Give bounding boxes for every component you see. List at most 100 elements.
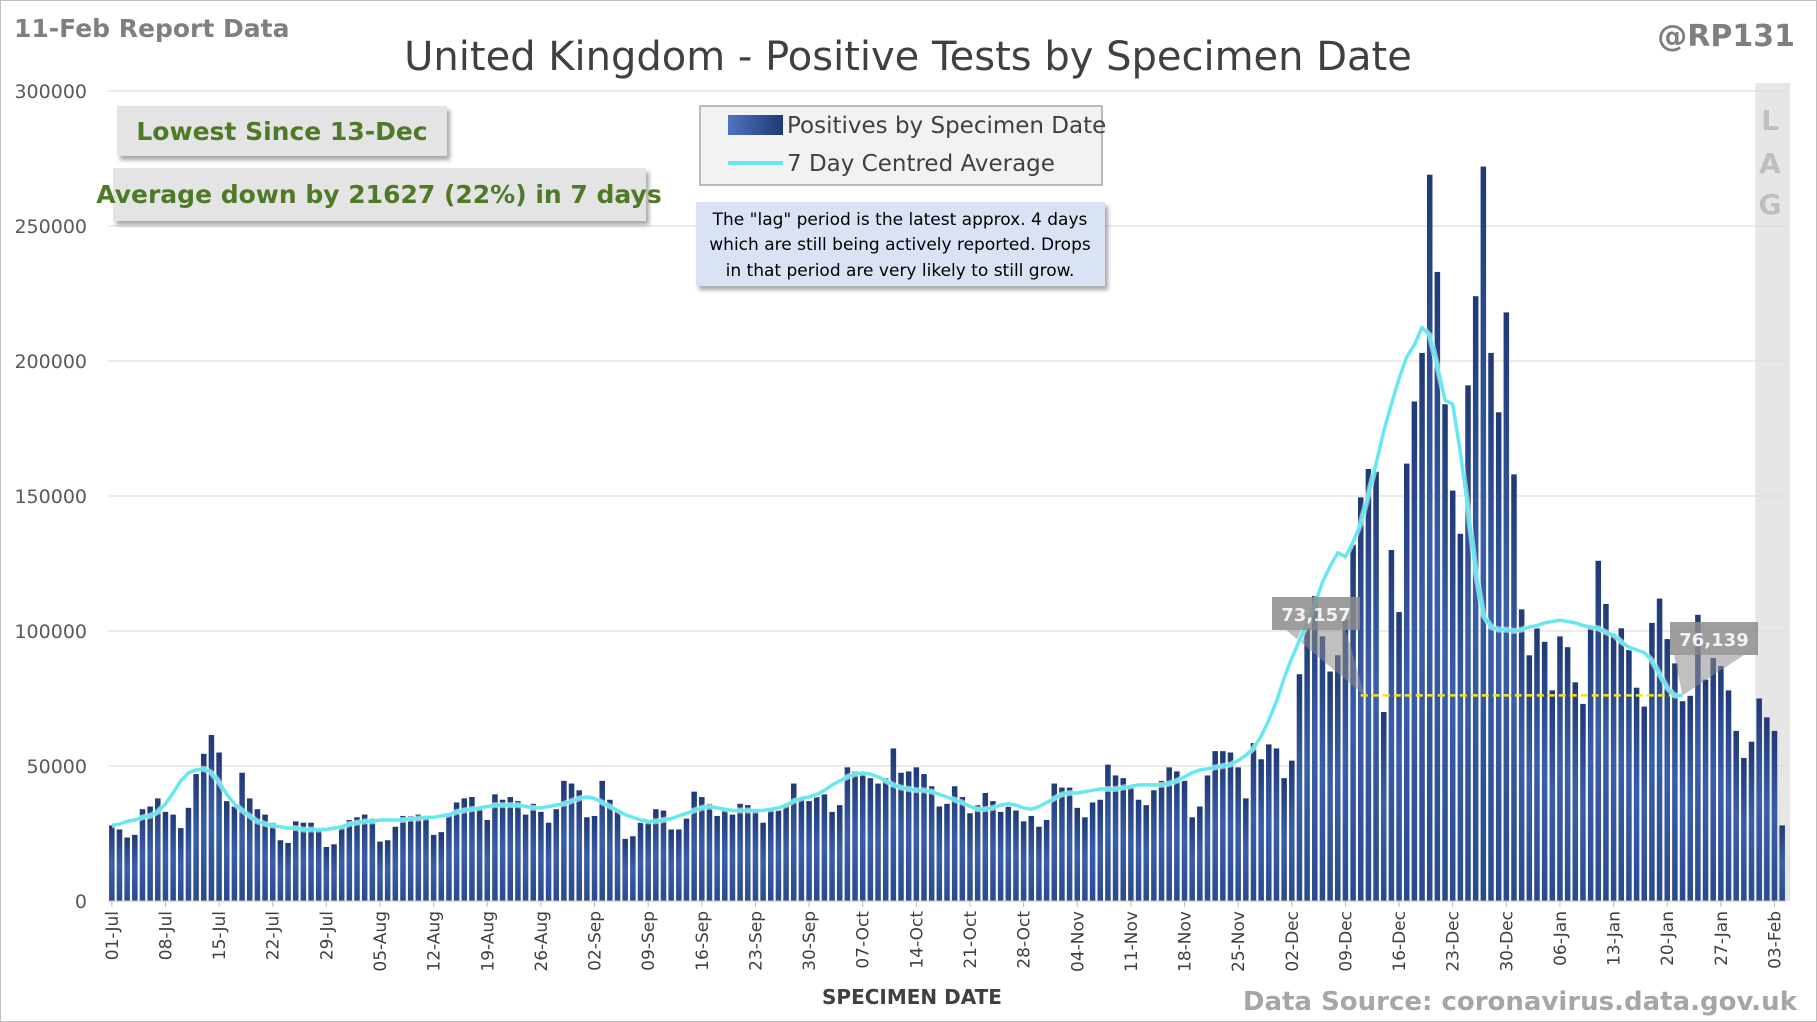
bar [285,842,291,901]
bar [1419,352,1425,901]
bar [1434,271,1441,901]
bar [568,783,575,901]
bar [775,810,782,901]
bar [1411,401,1418,901]
x-tick-label: 14-Oct [907,911,927,969]
bar [1511,474,1517,901]
bar [622,838,628,901]
bar [852,771,858,901]
bar [714,815,720,901]
y-axis: 0 50000 100000 150000 200000 250000 300000 [14,81,87,913]
bar [1342,620,1349,901]
bar [1143,805,1149,901]
bar [1725,690,1732,901]
bar [1304,628,1310,901]
bar [1403,463,1410,901]
bar [1741,757,1747,901]
y-tick-label: 100000 [14,621,87,643]
bar [515,801,521,901]
bar [499,799,506,901]
y-tick-label: 250000 [14,216,87,238]
bar [1779,825,1785,901]
lowest-since-callout: Lowest Since 13-Dec [117,106,447,156]
bar [1718,666,1724,901]
bar [315,828,322,901]
bar [1227,752,1234,901]
bar [1388,550,1395,901]
x-tick-label: 29-Jul [317,911,337,960]
bar [997,811,1004,901]
lag-note: The "lag" period is the latest approx. 4… [696,202,1105,286]
x-tick-label: 09-Sep [639,911,659,971]
bar [1289,760,1295,901]
bar [768,809,774,901]
bar [645,822,651,901]
bar [936,806,943,901]
average-line [111,325,1683,832]
lag-letter-a: A [1759,147,1781,180]
bar [959,797,966,901]
bar [1426,174,1433,901]
bar [737,803,743,901]
bar [224,801,230,901]
x-tick-label: 07-Oct [854,911,874,969]
bar [1365,469,1372,901]
bar [1557,636,1563,901]
bar [783,803,789,901]
bar [1534,628,1540,901]
bar [676,829,682,901]
bar [653,809,659,901]
y-tick-label: 200000 [14,351,87,373]
bar [1541,641,1548,901]
bar [453,802,460,901]
bar [1679,701,1686,901]
bar [790,783,797,901]
x-tick-label: 18-Nov [1176,911,1196,972]
bar [1051,783,1058,901]
bar [1442,404,1448,901]
lag-letter-g: G [1759,188,1782,221]
bar [951,786,958,901]
x-tick-label: 06-Jan [1551,911,1571,966]
bar [1373,471,1379,901]
x-tick-label: 22-Jul [264,911,284,960]
bar [1603,604,1609,901]
bar [1702,679,1709,901]
legend-bar-label: Positives by Specimen Date [787,113,1106,139]
average-change-callout: Average down by 21627 (22%) in 7 days [96,168,662,221]
bar [1518,609,1525,901]
bar [706,803,713,901]
x-tick-label: 01-Jul [103,911,123,960]
bar [484,820,491,901]
bar [132,834,138,901]
bar [193,774,199,901]
bar [1472,296,1479,901]
bar [1457,533,1464,901]
lowest-since-text: Lowest Since 13-Dec [136,117,427,146]
bar [423,815,429,901]
comparison-start-value: 73,157 [1281,605,1350,626]
bar [1066,787,1073,901]
bar [1120,778,1126,901]
bar [392,826,399,901]
bar [507,797,514,901]
bar [1764,717,1770,901]
comparison-end-value: 76,139 [1679,630,1748,651]
bar [1610,633,1617,901]
chart-title: United Kingdom - Positive Tests by Speci… [404,34,1412,80]
bar [821,794,828,901]
y-tick-label: 300000 [14,81,87,103]
bar [446,813,452,901]
bar [185,807,192,901]
bar [599,780,605,901]
bar [1028,815,1035,901]
x-tick-label: 20-Jan [1658,911,1678,966]
bar [1281,778,1287,901]
bar [1526,655,1533,901]
comparison-start-pointer [1286,630,1365,696]
bar [1480,166,1487,902]
bar [561,780,567,901]
bar [1350,544,1356,901]
bar [836,805,843,901]
